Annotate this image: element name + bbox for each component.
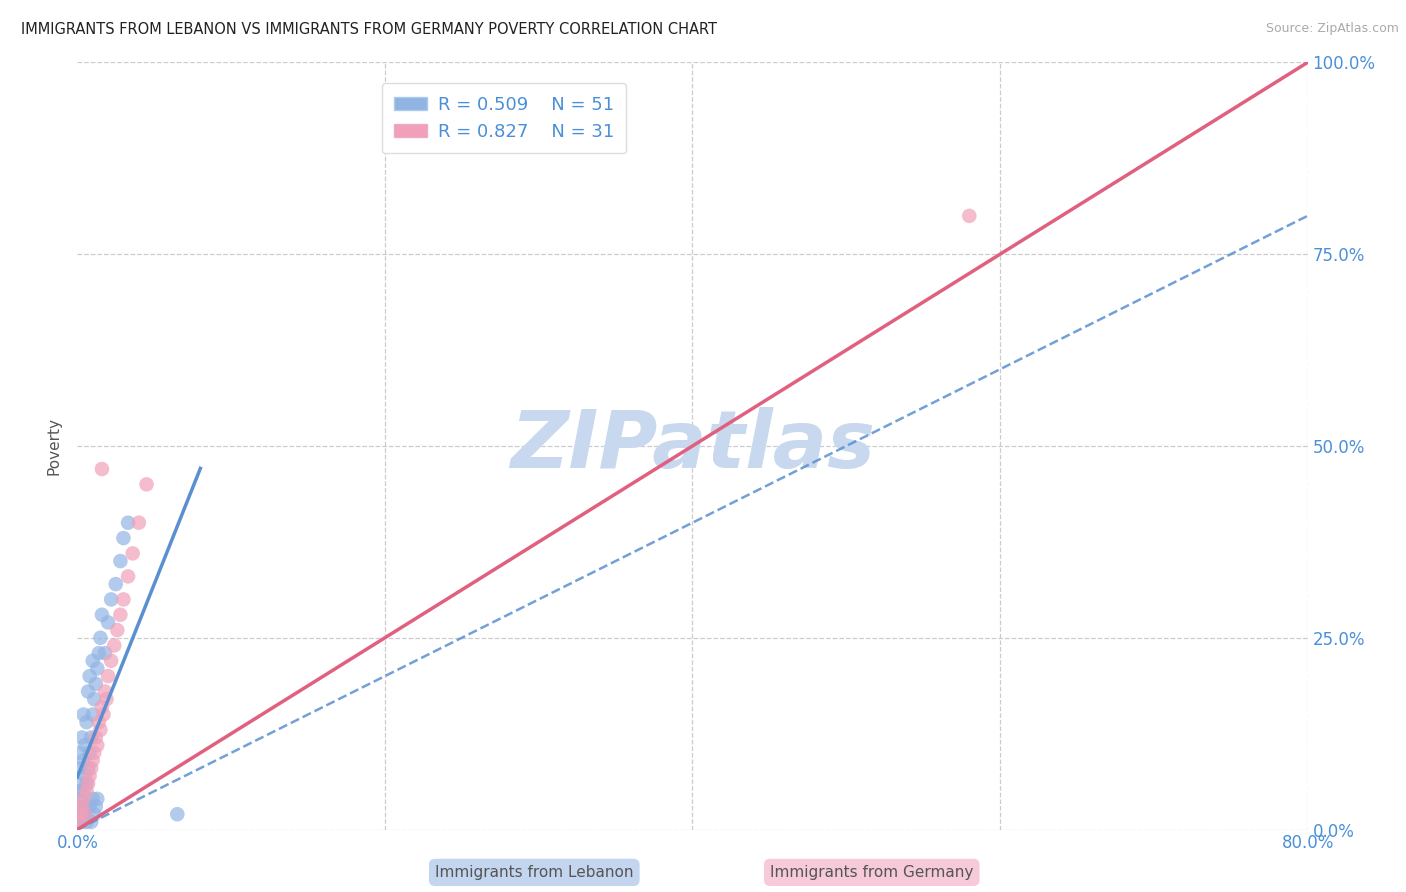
Point: [83, 807, 105, 822]
Point: [94, 684, 117, 698]
Point: [82, 654, 104, 668]
Point: [77, 776, 100, 790]
Point: [73, 799, 96, 814]
Point: [97, 615, 120, 630]
Point: [77, 799, 100, 814]
Point: [70, 776, 93, 790]
Text: Immigrants from Germany: Immigrants from Germany: [770, 865, 973, 880]
Point: [100, 592, 122, 607]
Point: [84, 731, 107, 745]
Legend: R = 0.509    N = 51, R = 0.827    N = 31: R = 0.509 N = 51, R = 0.827 N = 31: [381, 83, 627, 153]
Point: [79, 799, 101, 814]
Point: [82, 707, 104, 722]
Point: [135, 477, 157, 491]
Point: [110, 607, 132, 622]
Point: [77, 684, 100, 698]
Point: [121, 546, 143, 560]
Point: [97, 669, 120, 683]
Point: [69, 807, 91, 822]
Point: [79, 769, 101, 783]
Point: [73, 807, 96, 822]
Point: [70, 814, 93, 829]
Point: [72, 754, 94, 768]
Point: [70, 731, 93, 745]
Point: [83, 692, 105, 706]
Point: [69, 814, 91, 829]
Point: [76, 776, 98, 790]
Point: [79, 746, 101, 760]
Point: [69, 746, 91, 760]
Point: [86, 661, 108, 675]
Point: [67, 784, 90, 798]
Point: [166, 807, 188, 822]
Point: [84, 799, 107, 814]
Point: [89, 631, 111, 645]
Point: [93, 707, 115, 722]
Point: [72, 807, 94, 822]
Point: [100, 654, 122, 668]
Point: [112, 592, 135, 607]
Point: [96, 692, 118, 706]
Point: [72, 784, 94, 798]
Point: [84, 677, 107, 691]
Point: [67, 814, 90, 829]
Point: [69, 792, 91, 806]
Point: [87, 646, 110, 660]
Point: [67, 799, 90, 814]
Point: [67, 814, 90, 829]
Point: [957, 209, 980, 223]
Point: [76, 715, 98, 730]
Point: [76, 814, 98, 829]
Point: [80, 761, 103, 775]
Point: [82, 754, 104, 768]
Point: [67, 807, 90, 822]
Point: [89, 723, 111, 737]
Point: [70, 807, 93, 822]
Y-axis label: Poverty: Poverty: [46, 417, 62, 475]
Point: [80, 814, 103, 829]
Point: [82, 792, 104, 806]
Point: [79, 669, 101, 683]
Point: [128, 516, 150, 530]
Point: [90, 462, 114, 476]
Point: [70, 799, 93, 814]
Point: [72, 792, 94, 806]
Point: [105, 623, 128, 637]
Point: [86, 792, 108, 806]
Point: [73, 738, 96, 752]
Point: [104, 577, 127, 591]
Point: [80, 731, 103, 745]
Point: [90, 699, 114, 714]
Point: [87, 715, 110, 730]
Text: IMMIGRANTS FROM LEBANON VS IMMIGRANTS FROM GERMANY POVERTY CORRELATION CHART: IMMIGRANTS FROM LEBANON VS IMMIGRANTS FR…: [21, 22, 717, 37]
Point: [103, 639, 125, 653]
Text: ZIPatlas: ZIPatlas: [510, 407, 875, 485]
Text: Source: ZipAtlas.com: Source: ZipAtlas.com: [1265, 22, 1399, 36]
Point: [77, 761, 100, 775]
Text: Immigrants from Lebanon: Immigrants from Lebanon: [434, 865, 634, 880]
Point: [83, 746, 105, 760]
Point: [117, 516, 139, 530]
Point: [76, 784, 98, 798]
Point: [72, 707, 94, 722]
Point: [86, 738, 108, 752]
Point: [90, 607, 114, 622]
Point: [73, 807, 96, 822]
Point: [94, 646, 117, 660]
Point: [117, 569, 139, 583]
Point: [110, 554, 132, 568]
Point: [69, 761, 91, 775]
Point: [73, 769, 96, 783]
Point: [112, 531, 135, 545]
